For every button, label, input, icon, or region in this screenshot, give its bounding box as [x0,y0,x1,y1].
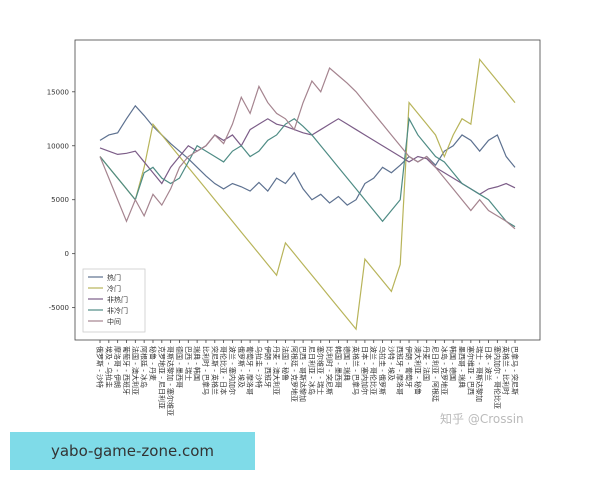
x-tick-label: 乌拉圭 - 沙特 [254,346,263,388]
y-tick-label: 5000 [51,196,69,204]
x-tick-label: 墨西哥 - 瑞典 [458,346,467,388]
x-tick-label: 法国 - 澳大利亚 [131,346,140,395]
x-tick-label: 俄罗斯 - 沙特 [96,346,105,388]
x-tick-label: 德国 - 墨西哥 [175,346,184,388]
x-tick-label: 伊朗 - 葡萄牙 [405,346,414,388]
legend-label: 冷门 [107,284,121,293]
series-line [99,57,516,331]
x-tick-label: 西班牙 - 摩洛哥 [396,346,405,395]
y-tick-label: 10000 [47,142,69,150]
x-tick-label: 日本 - 波兰 [484,346,493,381]
x-tick-label: 波兰 - 塞内加尔 [228,346,237,395]
x-tick-label: 比利时 - 突尼斯 [325,346,334,395]
x-tick-label: 英格兰 - 比利时 [502,346,511,395]
x-tick-label: 巴西 - 瑞士 [184,346,193,381]
x-tick-label: 塞尔维亚 - 巴西 [466,346,475,395]
site-badge: yabo-game-zone.com [10,432,255,470]
x-tick-label: 韩国 - 德国 [449,346,458,381]
x-tick-label: 哥伦比亚 - 日本 [219,346,228,395]
series-line [99,104,516,206]
x-tick-label: 比利时 - 巴拿马 [201,346,210,395]
watermark: 知乎 @Crossin [440,412,524,426]
x-tick-label: 韩国 - 墨西哥 [334,346,343,388]
x-tick-label: 丹麦 - 澳大利亚 [272,346,281,395]
x-tick-label: 阿根廷 - 克罗地亚 [290,346,299,402]
y-tick-label: 15000 [47,88,69,96]
x-tick-label: 尼日利亚 - 冰岛 [307,346,316,395]
y-tick-label: 0 [65,250,69,258]
x-tick-label: 阿根廷 - 冰岛 [140,346,149,388]
legend-label: 中间 [107,317,121,326]
x-tick-label: 乌拉圭 - 俄罗斯 [378,346,387,395]
legend-label: 热门 [107,273,121,282]
x-tick-label: 日本 - 塞内加尔 [360,346,369,395]
x-tick-label: 丹麦 - 法国 [422,346,431,381]
x-tick-label: 突尼斯 - 英格兰 [210,346,219,395]
x-tick-label: 葡萄牙 - 西班牙 [122,346,131,395]
plot-frame [74,39,541,341]
x-tick-label: 秘鲁 - 丹麦 [148,346,157,381]
x-tick-label: 克罗地亚 - 尼日利亚 [157,346,166,409]
x-tick-label: 澳大利亚 - 秘鲁 [413,346,422,395]
x-tick-label: 德国 - 瑞典 [343,346,352,381]
x-tick-label: 葡萄牙 - 摩洛哥 [246,346,255,395]
x-tick-label: 摩洛哥 - 伊朗 [113,346,122,388]
x-tick-label: 巴拿马 - 突尼斯 [511,346,520,395]
x-tick-label: 塞尔维亚 - 瑞士 [316,346,325,395]
x-tick-label: 法国 - 秘鲁 [281,346,290,381]
legend-label: 非冷门 [107,306,128,315]
series-line [99,67,516,230]
x-tick-label: 尼日利亚 - 阿根廷 [431,346,440,402]
legend-label: 非热门 [107,295,128,304]
x-tick-label: 塞内加尔 - 哥伦比亚 [493,346,502,409]
x-tick-label: 波兰 - 哥伦比亚 [369,346,378,395]
x-tick-label: 英格兰 - 巴拿马 [352,346,361,395]
y-tick-label: -5000 [49,304,69,312]
x-tick-label: 冰岛 - 克罗地亚 [440,346,449,395]
x-tick-label: 瑞士 - 哥斯达黎加 [475,346,484,402]
x-tick-label: 沙特 - 埃及 [387,346,396,381]
x-tick-label: 哥斯达黎加 - 塞尔维亚 [166,346,175,416]
x-tick-label: 埃及 - 乌拉圭 [104,346,113,388]
series-line [99,118,516,196]
series-line [99,116,516,228]
x-tick-label: 巴西 - 哥斯达黎加 [299,346,308,402]
x-tick-label: 俄罗斯 - 埃及 [237,346,246,388]
x-tick-label: 伊朗 - 西班牙 [263,346,272,388]
x-tick-label: 瑞典 - 韩国 [193,346,202,381]
